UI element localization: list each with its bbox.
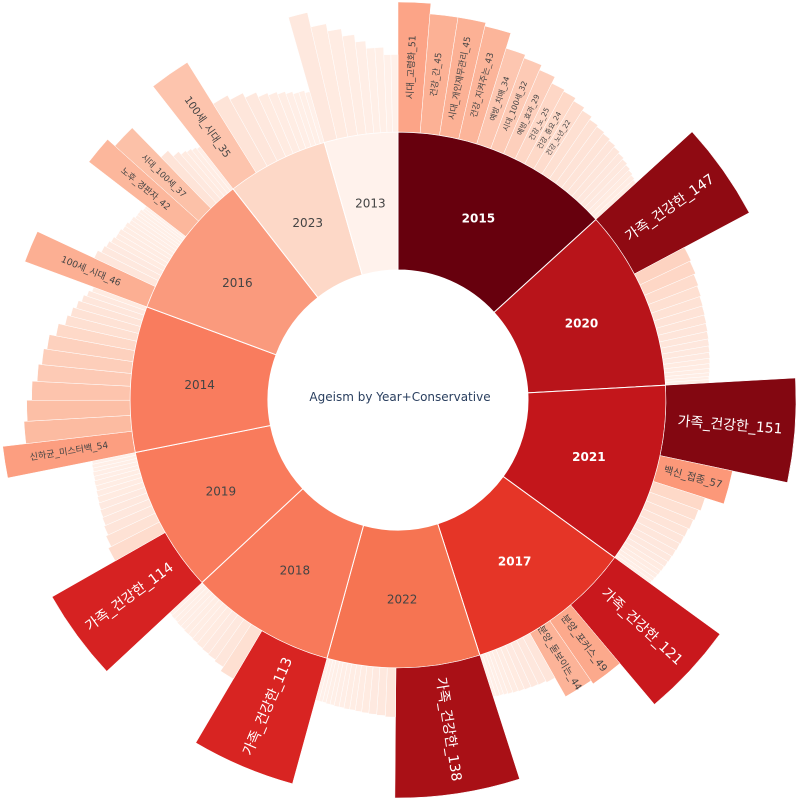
year-label-2018: 2018 — [280, 564, 311, 578]
year-label-2015: 2015 — [462, 211, 495, 225]
leaf-segment-2020-0[interactable] — [595, 131, 750, 275]
leaf-segment-2022-0[interactable] — [394, 654, 520, 799]
year-label-2021: 2021 — [572, 450, 605, 464]
leaf-label-2015-0: 시대_고령화_51 — [404, 35, 419, 99]
year-label-2023: 2023 — [292, 216, 323, 230]
year-label-2013: 2013 — [355, 196, 386, 210]
year-label-2014: 2014 — [184, 378, 215, 392]
leaf-segment-2018-0[interactable] — [195, 630, 328, 785]
year-label-2016: 2016 — [222, 276, 253, 290]
chart-title: Ageism by Year+Conservative — [309, 390, 491, 404]
year-label-2022: 2022 — [387, 592, 418, 606]
leaf-label-2015-1: 건강_간_45 — [428, 52, 444, 97]
center-hole — [268, 270, 528, 530]
leaf-segment-2019-0[interactable] — [51, 532, 203, 672]
leaf-segment-2013-8[interactable] — [390, 54, 399, 133]
year-label-2019: 2019 — [206, 484, 237, 498]
year-label-2020: 2020 — [565, 317, 598, 331]
year-label-2017: 2017 — [498, 555, 531, 569]
